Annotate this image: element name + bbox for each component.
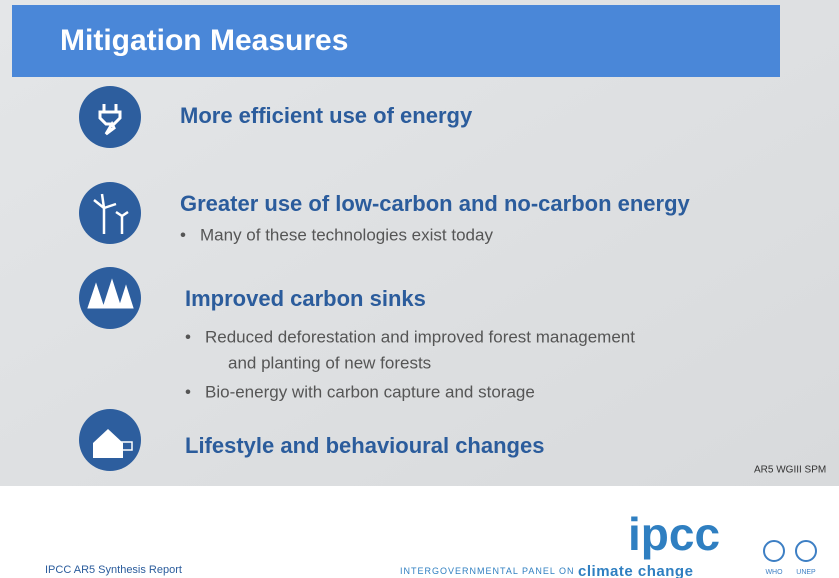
- bullet-marker: •: [180, 225, 186, 244]
- item-heading: Greater use of low-carbon and no-carbon …: [180, 191, 691, 216]
- logo-tagline-text: INTERGOVERNMENTAL PANEL ON: [400, 566, 575, 576]
- ipcc-logo: ipcc: [628, 508, 720, 560]
- bullet-marker: •: [185, 327, 191, 346]
- who-label: WHO: [765, 569, 783, 576]
- bullet-text: and planting of new forests: [228, 353, 431, 372]
- unep-label: UNEP: [796, 569, 816, 576]
- slide: Mitigation Measures More efficient use o…: [0, 0, 839, 578]
- source-note: AR5 WGIII SPM: [754, 465, 826, 476]
- bullet-marker: •: [185, 382, 191, 401]
- energy-icon: [79, 86, 141, 148]
- item-heading: More efficient use of energy: [180, 103, 473, 128]
- footer-report: IPCC AR5 Synthesis Report: [45, 564, 182, 576]
- who-emblem: [764, 541, 784, 561]
- logo-tagline: INTERGOVERNMENTAL PANEL ON climate chang…: [400, 563, 693, 578]
- wind-icon: [79, 182, 141, 244]
- item-heading: Improved carbon sinks: [185, 286, 426, 311]
- item-heading: Lifestyle and behavioural changes: [185, 433, 544, 458]
- unep-emblem: [796, 541, 816, 561]
- bullet-text: Many of these technologies exist today: [200, 225, 493, 244]
- slide-title: Mitigation Measures: [60, 24, 348, 57]
- bullet-text: Bio-energy with carbon capture and stora…: [205, 382, 535, 401]
- bullet-text: Reduced deforestation and improved fores…: [205, 327, 635, 346]
- logo-tagline-emphasis: climate change: [578, 563, 693, 578]
- page: {"slide": { "title": "Mitigation Measure…: [0, 0, 839, 578]
